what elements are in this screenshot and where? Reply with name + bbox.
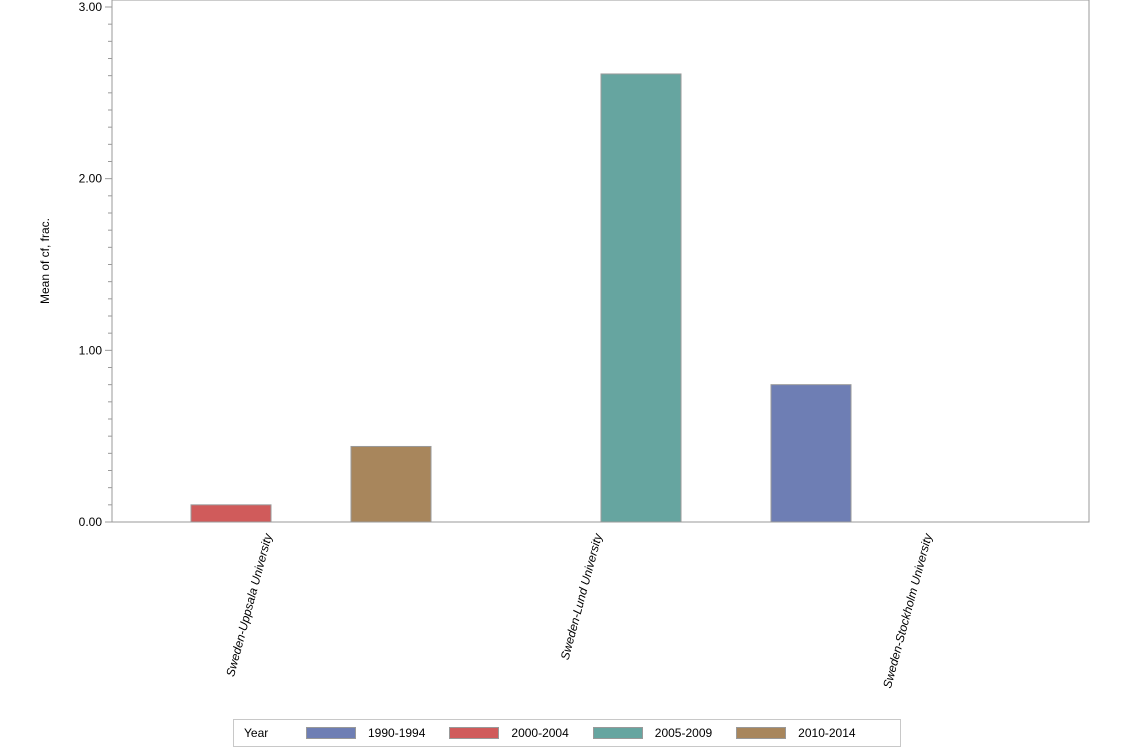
legend-title: Year <box>244 726 269 740</box>
legend-swatch <box>449 727 500 739</box>
bar-1990-1994 <box>770 384 852 523</box>
legend-label: 2000-2004 <box>511 726 569 740</box>
y-axis-label: Mean of cf, frac. <box>38 218 52 304</box>
y-axis: 0.00 1.00 2.00 3.00 <box>79 0 112 529</box>
legend-item-2005-2009: 2005-2009 <box>592 726 713 740</box>
legend-label: 2005-2009 <box>654 726 713 740</box>
bar-2000-2004 <box>190 504 272 523</box>
bars <box>190 73 852 523</box>
legend-swatch <box>306 727 356 739</box>
y-tick-label: 1.00 <box>79 343 103 357</box>
legend-label: 2010-2014 <box>798 726 856 740</box>
legend-item-2000-2004: 2000-2004 <box>449 726 569 740</box>
x-axis-labels: Sweden-Uppsala University Sweden-Lund Uni… <box>223 531 935 690</box>
x-tick-label: Sweden-Lund University <box>558 531 605 661</box>
y-tick-label: 0.00 <box>79 515 103 529</box>
y-tick-label: 2.00 <box>79 172 103 186</box>
legend-item-2010-2014: 2010-2014 <box>736 726 856 740</box>
x-tick-label: Sweden-Uppsala University <box>223 531 275 678</box>
bar-2005-2009 <box>600 73 682 523</box>
x-tick-label: Sweden-Stockholm University <box>880 531 935 690</box>
y-tick-label: 3.00 <box>79 0 103 14</box>
legend: Year 1990-1994 2000-2004 2005-2009 2010-… <box>233 719 901 747</box>
legend-swatch <box>592 727 643 739</box>
legend-swatch <box>736 727 787 739</box>
legend-label: 1990-1994 <box>368 726 426 740</box>
legend-item-1990-1994: 1990-1994 <box>306 726 425 740</box>
bar-2010-2014 <box>350 445 432 523</box>
